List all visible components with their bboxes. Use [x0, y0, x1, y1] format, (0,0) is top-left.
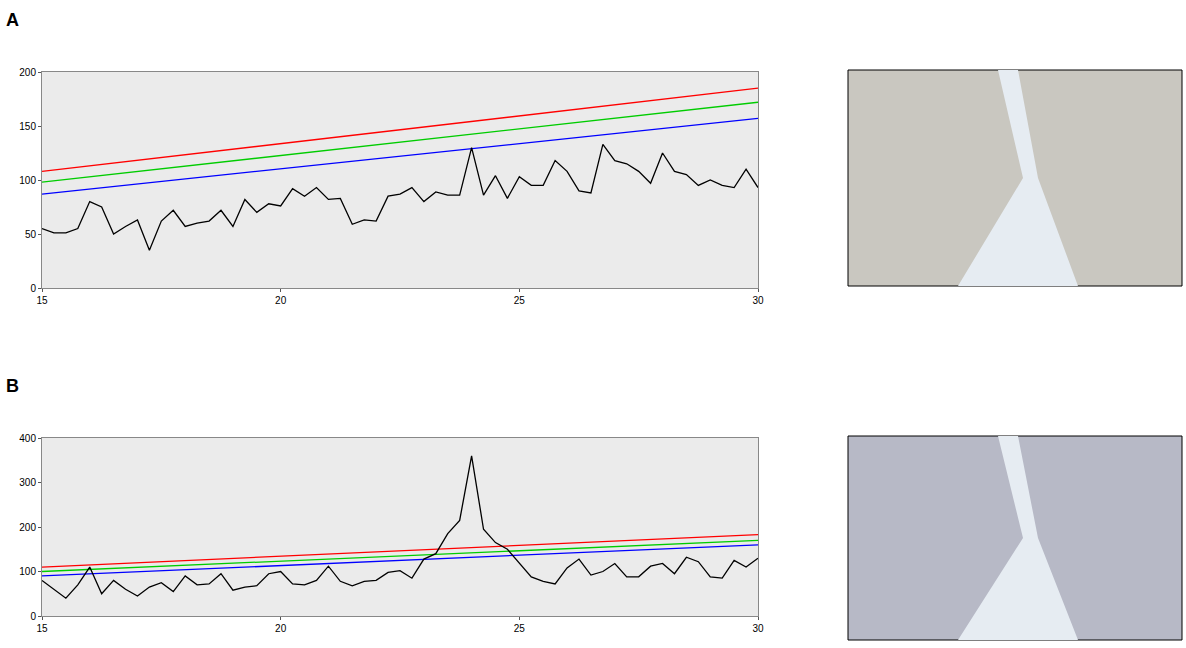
- svg-text:150: 150: [19, 121, 36, 132]
- svg-text:25: 25: [514, 623, 526, 634]
- svg-text:300: 300: [19, 477, 36, 488]
- svg-text:15: 15: [36, 295, 48, 306]
- svg-text:200: 200: [19, 522, 36, 533]
- svg-text:100: 100: [19, 175, 36, 186]
- svg-text:B: B: [6, 376, 19, 396]
- svg-text:30: 30: [752, 295, 764, 306]
- svg-text:20: 20: [275, 295, 287, 306]
- svg-text:A: A: [6, 10, 19, 30]
- svg-text:30: 30: [752, 623, 764, 634]
- svg-text:20: 20: [275, 623, 287, 634]
- svg-text:400: 400: [19, 433, 36, 444]
- svg-text:50: 50: [25, 229, 37, 240]
- svg-text:15: 15: [36, 623, 48, 634]
- svg-text:200: 200: [19, 67, 36, 78]
- svg-text:100: 100: [19, 566, 36, 577]
- svg-text:0: 0: [30, 611, 36, 622]
- svg-text:25: 25: [514, 295, 526, 306]
- svg-text:0: 0: [30, 283, 36, 294]
